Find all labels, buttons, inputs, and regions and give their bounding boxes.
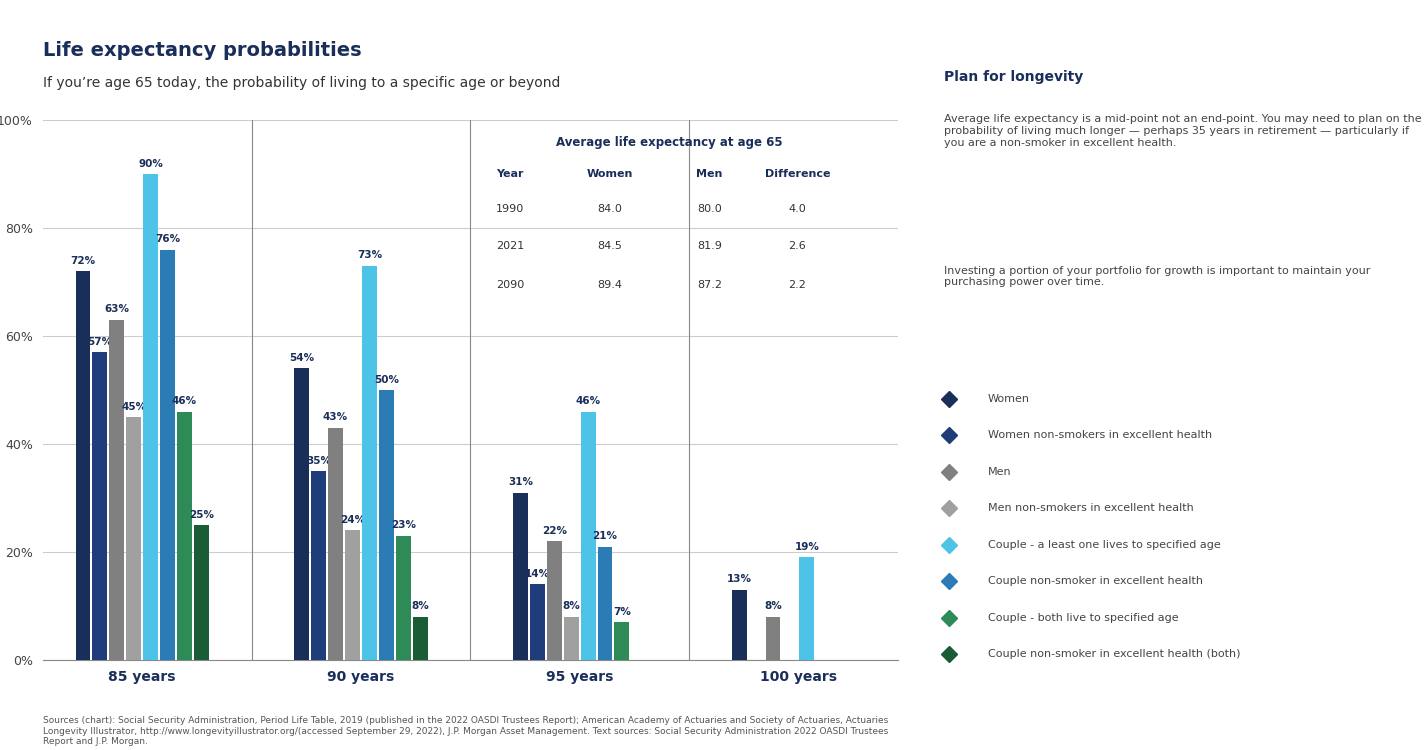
Text: 81.9: 81.9 [697,241,722,251]
Text: 19%: 19% [794,542,819,552]
Text: 90%: 90% [138,158,162,169]
Text: Investing a portion of your portfolio for growth is important to maintain your p: Investing a portion of your portfolio fo… [943,266,1369,287]
Text: 8%: 8% [764,602,782,611]
Text: 46%: 46% [576,396,600,406]
Text: Men: Men [988,466,1012,477]
Bar [177,412,192,660]
Text: 46%: 46% [172,396,197,406]
Text: Women: Women [587,169,633,178]
Text: Men non-smokers in excellent health: Men non-smokers in excellent health [988,503,1194,513]
Bar [547,542,561,660]
Text: If you’re age 65 today, the probability of living to a specific age or beyond: If you’re age 65 today, the probability … [43,76,560,90]
Bar [295,368,309,660]
Bar [765,616,781,660]
Text: 84.0: 84.0 [597,204,623,214]
Text: 54%: 54% [289,353,315,363]
Bar [580,412,596,660]
Text: Sources (chart): Social Security Administration, Period Life Table, 2019 (publis: Sources (chart): Social Security Adminis… [43,716,888,746]
Text: 23%: 23% [390,520,416,530]
Text: 8%: 8% [563,602,580,611]
Text: 2.2: 2.2 [788,280,807,290]
Bar [396,536,410,660]
Text: 14%: 14% [524,569,550,579]
Bar [614,622,630,660]
Text: Couple non-smoker in excellent health (both): Couple non-smoker in excellent health (b… [988,649,1240,659]
Text: 87.2: 87.2 [697,280,722,290]
Text: 57%: 57% [87,337,113,346]
Text: 21%: 21% [593,531,617,542]
Bar [513,493,527,660]
Text: 72%: 72% [70,256,95,266]
Text: 22%: 22% [542,526,567,536]
Text: 84.5: 84.5 [597,241,623,251]
Bar [127,417,141,660]
Text: 80.0: 80.0 [697,204,722,214]
Text: 24%: 24% [341,515,365,525]
Text: Couple - a least one lives to specified age: Couple - a least one lives to specified … [988,540,1221,550]
Text: 43%: 43% [323,413,348,422]
Bar [160,250,175,660]
Bar [311,471,326,660]
Text: 4.0: 4.0 [788,204,807,214]
Bar [564,616,579,660]
Text: 13%: 13% [727,574,751,584]
Text: Difference: Difference [765,169,831,178]
Bar [328,427,343,660]
Text: 2090: 2090 [496,280,524,290]
Text: 2.6: 2.6 [788,241,807,251]
Bar [110,320,124,660]
Bar [731,590,747,660]
Text: Men: Men [697,169,722,178]
Text: 25%: 25% [190,509,214,520]
Text: 2021: 2021 [496,241,524,251]
Bar [345,530,361,660]
Bar [799,557,814,660]
Text: Couple - both live to specified age: Couple - both live to specified age [988,613,1178,622]
Text: Year: Year [496,169,524,178]
Bar [76,272,90,660]
Bar [413,616,427,660]
Text: 73%: 73% [356,251,382,260]
Text: Life expectancy probabilities: Life expectancy probabilities [43,41,362,60]
Text: 63%: 63% [104,304,130,314]
Bar [379,390,393,660]
Bar [530,584,544,660]
Bar [597,547,613,660]
Text: Plan for longevity: Plan for longevity [943,70,1083,84]
Text: 31%: 31% [507,477,533,488]
Text: 1990: 1990 [496,204,524,214]
Text: Average life expectancy is a mid-point not an end-point. You may need to plan on: Average life expectancy is a mid-point n… [943,114,1421,148]
Text: Women non-smokers in excellent health: Women non-smokers in excellent health [988,430,1213,440]
Bar [142,174,158,660]
Text: Women: Women [988,394,1030,404]
Bar [362,266,376,660]
Bar [194,525,209,660]
Text: 35%: 35% [306,455,331,466]
Text: Average life expectancy at age 65: Average life expectancy at age 65 [556,136,784,148]
Text: 76%: 76% [155,234,180,244]
Text: 89.4: 89.4 [597,280,623,290]
Text: Couple non-smoker in excellent health: Couple non-smoker in excellent health [988,576,1203,586]
Text: 8%: 8% [412,602,429,611]
Text: 50%: 50% [373,374,399,385]
Text: 45%: 45% [121,401,147,412]
Bar [93,352,107,660]
Text: 7%: 7% [613,607,631,616]
